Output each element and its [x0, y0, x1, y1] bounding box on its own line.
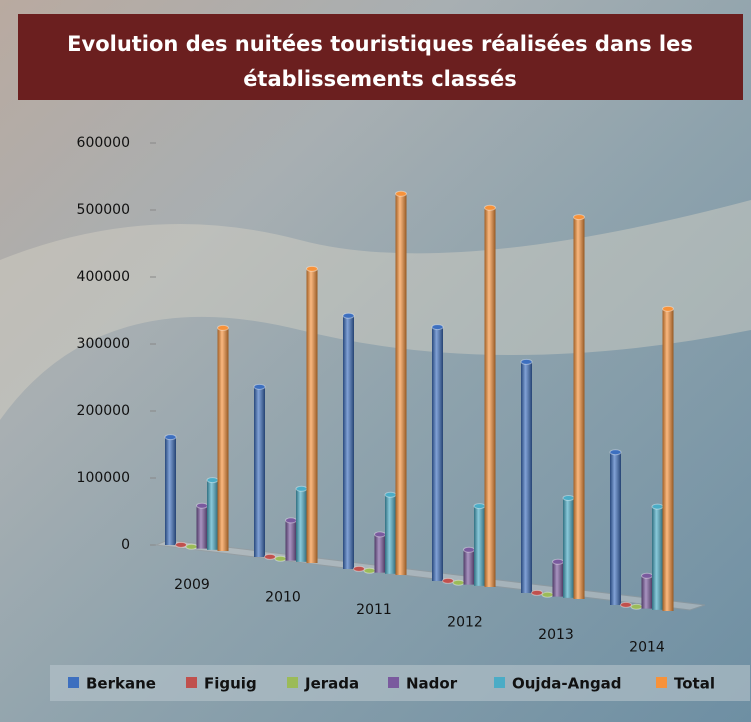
bar-shade [573, 217, 585, 599]
legend-swatch [68, 677, 79, 688]
bar-top [620, 601, 632, 608]
bar-top [442, 577, 454, 584]
bar-shade [254, 386, 265, 557]
legend-swatch [186, 677, 197, 688]
bar-top [573, 214, 585, 221]
bar-top [217, 324, 229, 331]
legend-label: Oujda-Angad [512, 675, 622, 693]
bar-top [641, 572, 653, 579]
bar-shade [463, 549, 475, 585]
bar-top [520, 358, 533, 365]
legend-swatch [287, 677, 298, 688]
bar-top [562, 494, 575, 501]
bar-top [374, 531, 386, 538]
bar-top [463, 546, 475, 553]
bar-top [473, 503, 486, 510]
bar-top [185, 543, 198, 550]
x-tick-label: 2013 [538, 627, 574, 643]
bar-shade [395, 193, 407, 575]
bar-shade [652, 506, 663, 610]
chart-title: établissements classés [243, 67, 517, 91]
bar-top [253, 383, 266, 390]
bar-top [274, 555, 287, 562]
bar-top [342, 312, 355, 319]
bar-top [531, 589, 543, 596]
bar-shade [306, 268, 318, 563]
bar-top [609, 449, 622, 456]
legend-box [50, 665, 750, 701]
x-tick-label: 2010 [265, 590, 301, 606]
legend-label: Figuig [204, 675, 257, 693]
bar-shade [343, 315, 354, 569]
bar-top [452, 579, 465, 586]
bar-shade [563, 497, 574, 598]
title-banner [18, 14, 743, 100]
legend-swatch [656, 677, 667, 688]
y-tick-label: 100000 [77, 470, 130, 486]
bar-shade [484, 207, 496, 587]
bar-shade [610, 452, 621, 605]
bar-shade [196, 505, 208, 549]
background-land [0, 200, 751, 420]
legend-swatch [388, 677, 399, 688]
y-tick-label: 500000 [77, 202, 130, 218]
chart-title: Evolution des nuitées touristiques réali… [67, 32, 693, 56]
bar-shade [432, 327, 443, 581]
x-tick-label: 2009 [174, 577, 210, 593]
bar-top [196, 502, 208, 509]
x-tick-label: 2012 [447, 615, 483, 631]
y-tick-label: 200000 [77, 403, 130, 419]
bar-shade [165, 437, 176, 545]
bar-shade [641, 575, 653, 609]
y-tick-label: 400000 [77, 269, 130, 285]
bar-shade [662, 308, 674, 611]
bar-top [484, 204, 496, 211]
bar-top [353, 565, 365, 572]
legend-label: Berkane [86, 675, 156, 693]
bar-shade [296, 488, 307, 562]
legend-label: Total [674, 675, 715, 693]
bar-shade [552, 561, 564, 597]
bar-shade [474, 506, 485, 586]
bar-top [662, 305, 674, 312]
bar-top [285, 517, 297, 524]
bar-top [306, 265, 318, 272]
bar-shade [385, 494, 396, 574]
bar-top [431, 324, 444, 331]
bar-shade [207, 480, 218, 550]
y-tick-label: 300000 [77, 336, 130, 352]
bar-top [552, 558, 564, 565]
y-tick-label: 0 [121, 537, 130, 553]
legend-label: Nador [406, 675, 458, 693]
legend-label: Jerada [304, 675, 359, 693]
bar-top [630, 603, 643, 610]
bar-top [384, 491, 397, 498]
bar-top [295, 485, 308, 492]
y-tick-label: 600000 [77, 135, 130, 151]
bar-top [541, 591, 554, 598]
bar-top [164, 434, 177, 441]
bar-top [651, 503, 664, 510]
bar-top [363, 567, 376, 574]
legend-swatch [494, 677, 505, 688]
x-tick-label: 2011 [356, 602, 392, 618]
bar-shade [285, 520, 297, 561]
bar-shade [521, 361, 532, 593]
bar-top [206, 477, 219, 484]
bar-shade [217, 327, 229, 551]
x-tick-label: 2014 [629, 640, 665, 656]
bar-top [264, 553, 276, 560]
bar-top [395, 190, 407, 197]
bar-top [175, 541, 187, 548]
bar-shade [374, 534, 386, 573]
